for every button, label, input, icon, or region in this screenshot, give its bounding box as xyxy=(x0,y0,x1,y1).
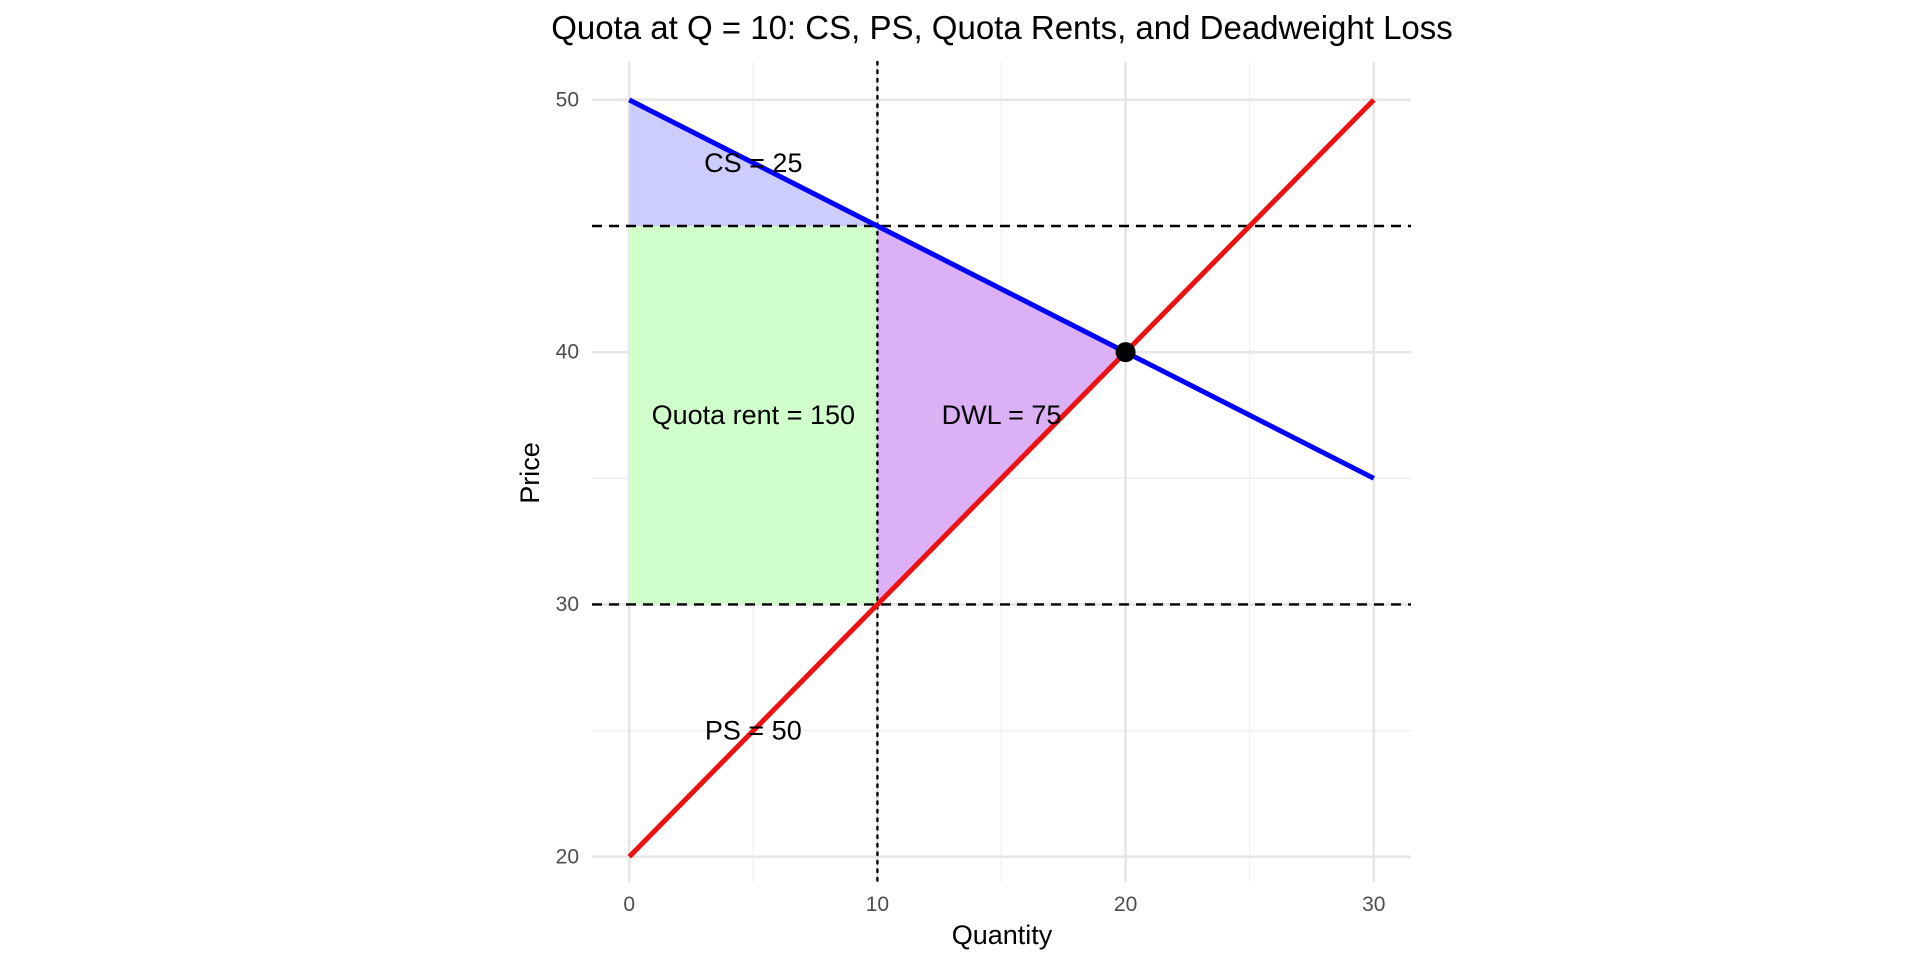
chart-title: Quota at Q = 10: CS, PS, Quota Rents, an… xyxy=(551,9,1453,46)
ps-label: PS = 50 xyxy=(705,716,802,746)
y-tick-label: 30 xyxy=(556,593,579,616)
cs-label: CS = 25 xyxy=(704,148,802,178)
quota-rent-label: Quota rent = 150 xyxy=(652,400,855,430)
y-tick-label: 50 xyxy=(556,88,579,111)
demand-curve xyxy=(628,97,1375,481)
x-tick-label: 20 xyxy=(1114,893,1137,916)
dwl-region xyxy=(877,226,1126,605)
supply-curve xyxy=(627,98,1376,859)
y-axis-title: Price xyxy=(515,442,545,504)
plot-area: CS = 25 Quota rent = 150 DWL = 75 PS = 50 0 1… xyxy=(556,60,1411,916)
x-tick-label: 30 xyxy=(1362,893,1385,916)
x-tick-label: 10 xyxy=(866,893,889,916)
x-axis-title: Quantity xyxy=(952,920,1053,950)
quota-rent-region xyxy=(629,226,878,605)
y-tick-label: 20 xyxy=(556,845,579,868)
dwl-label: DWL = 75 xyxy=(942,400,1062,430)
equilibrium-point xyxy=(1115,342,1136,363)
x-tick-label: 0 xyxy=(623,893,635,916)
y-tick-label: 40 xyxy=(556,341,579,364)
